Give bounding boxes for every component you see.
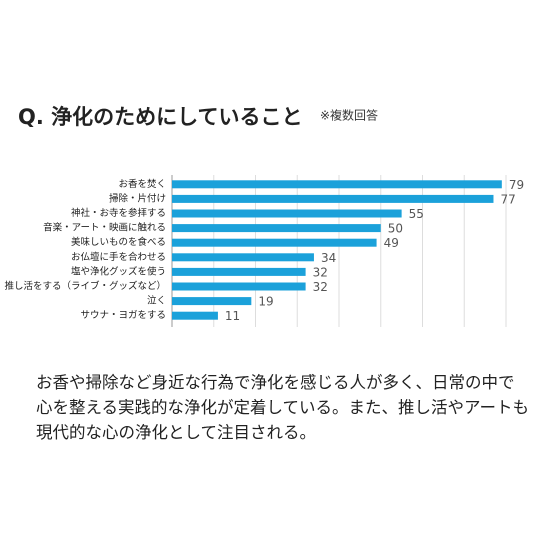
value-label: 49 xyxy=(384,236,399,250)
bar xyxy=(172,297,252,306)
value-label: 34 xyxy=(321,251,336,265)
bar xyxy=(172,282,306,291)
value-label: 50 xyxy=(388,222,403,236)
y-tick-label: 掃除・片付け xyxy=(109,192,166,204)
bar xyxy=(172,209,402,218)
value-label: 19 xyxy=(258,295,273,309)
value-label: 55 xyxy=(409,207,424,221)
y-tick-label: 神社・お寺を参拝する xyxy=(71,207,166,219)
bar xyxy=(172,311,218,320)
bar xyxy=(172,180,502,189)
annotation: お香や掃除など身近な行為で浄化を感じる人が多く、日常の中で 心を整える実践的な浄… xyxy=(36,370,530,445)
bar xyxy=(172,194,494,203)
y-tick-label: サウナ・ヨガをする xyxy=(80,310,166,321)
bar xyxy=(172,253,314,262)
y-tick-label: お香を焚く xyxy=(118,179,166,190)
y-tick-label: 美味しいものを食べる xyxy=(71,236,166,248)
y-tick-label: 音楽・アート・映画に触れる xyxy=(43,222,166,234)
y-tick-label: 塩や浄化グッズを使う xyxy=(71,265,166,277)
annotation-line: お香や掃除など身近な行為で浄化を感じる人が多く、日常の中で xyxy=(36,373,515,392)
y-tick-label: お仏壇に手を合わせる xyxy=(71,251,166,263)
value-label: 32 xyxy=(313,280,328,294)
chart: Q. 浄化のためにしていること ※複数回答 お香を焚く 79 掃除・片付け 77 神社・… xyxy=(4,105,524,327)
bar xyxy=(172,224,381,233)
y-tick-label: 推し活をする（ライブ・グッズなど） xyxy=(4,280,166,292)
value-label: 77 xyxy=(500,192,515,206)
annotation-line: 心を整える実践的な浄化が定着している。また、推し活やアートも xyxy=(36,398,530,417)
chart-title: Q. 浄化のためにしていること xyxy=(18,105,303,129)
chart-subtitle: ※複数回答 xyxy=(320,108,378,123)
bar xyxy=(172,238,377,247)
value-label: 32 xyxy=(313,265,328,279)
y-tick-label: 泣く xyxy=(147,295,166,307)
annotation-line: 現代的な心の浄化として注目される。 xyxy=(36,423,317,442)
value-label: 11 xyxy=(225,309,240,323)
value-label: 79 xyxy=(509,178,524,192)
bar xyxy=(172,267,306,276)
